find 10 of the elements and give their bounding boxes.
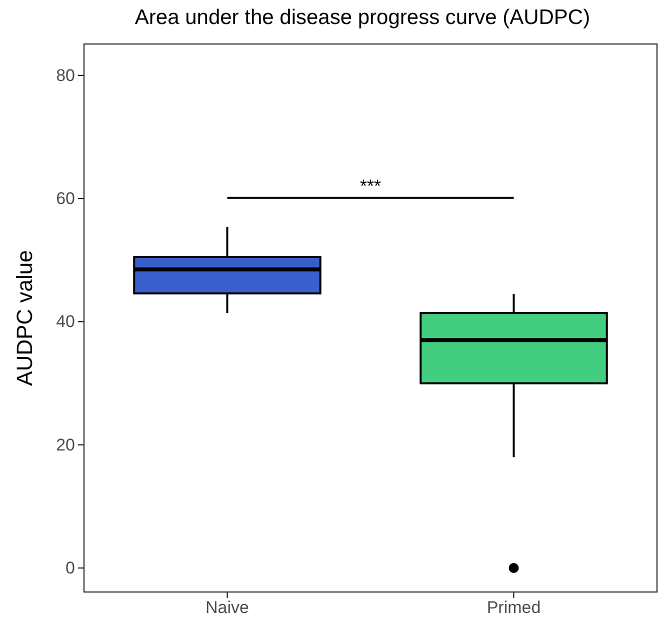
y-tick-label: 20 <box>56 435 75 454</box>
y-axis-title: AUDPC value <box>12 250 37 386</box>
y-tick-label: 60 <box>56 188 75 208</box>
x-tick-label: Naive <box>206 598 249 618</box>
y-tick-label: 40 <box>56 312 75 332</box>
annotation: *** <box>360 176 382 196</box>
y-tick-label: 0 <box>66 558 75 578</box>
y-tick-label: 80 <box>56 66 75 85</box>
x-tick-label: Primed <box>486 598 541 618</box>
chart-title: Area under the disease progress curve (AUDPC) <box>134 6 590 29</box>
